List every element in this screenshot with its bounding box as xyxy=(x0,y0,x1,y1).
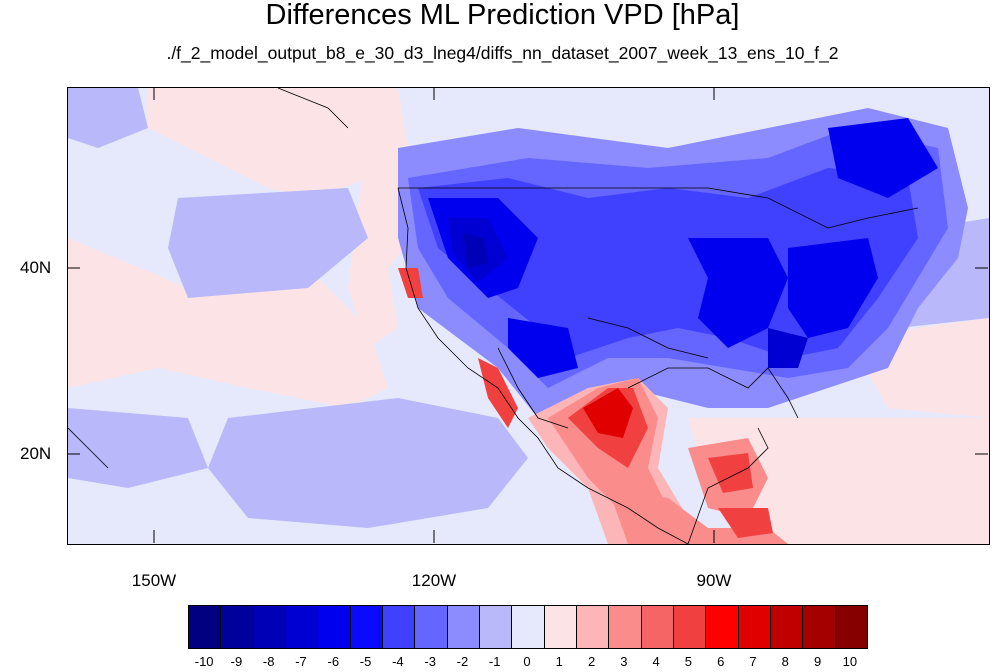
colorbar-label: -8 xyxy=(262,654,275,669)
colorbar-label: 6 xyxy=(717,654,725,669)
colorbar xyxy=(188,605,868,649)
colorbar-label: -2 xyxy=(456,654,469,669)
colorbar-swatch xyxy=(189,606,222,648)
colorbar-label: 10 xyxy=(842,654,858,669)
colorbar-swatch xyxy=(544,606,577,648)
colorbar-swatch xyxy=(803,606,836,648)
colorbar-swatch xyxy=(609,606,642,648)
map-svg xyxy=(68,88,989,544)
colorbar-label: 0 xyxy=(523,654,531,669)
colorbar-label: 9 xyxy=(813,654,822,669)
colorbar-swatch xyxy=(641,606,674,648)
colorbar-swatch xyxy=(479,606,513,648)
colorbar-swatch xyxy=(673,606,707,648)
colorbar-label: 1 xyxy=(555,654,563,669)
colorbar-swatch xyxy=(738,606,771,648)
x-label-150w: 150W xyxy=(131,571,177,590)
colorbar-swatch xyxy=(350,606,383,648)
y-label-20n: 20N xyxy=(20,444,52,463)
colorbar-swatch xyxy=(770,606,804,648)
colorbar-swatch xyxy=(447,606,480,648)
colorbar-swatch xyxy=(576,606,610,648)
colorbar-label: -1 xyxy=(488,654,501,669)
colorbar-label: 2 xyxy=(587,654,596,669)
vpd-difference-map xyxy=(67,87,990,545)
colorbar-swatch xyxy=(221,606,254,648)
colorbar-swatch xyxy=(285,606,319,648)
coastlines xyxy=(68,88,919,544)
colorbar-label: 8 xyxy=(781,654,789,669)
y-label-40n: 40N xyxy=(20,258,52,277)
colorbar-swatch xyxy=(253,606,286,648)
colorbar-label: 7 xyxy=(749,654,757,669)
map-title: Differences ML Prediction VPD [hPa] xyxy=(265,0,740,31)
colorbar-label: -3 xyxy=(424,654,436,669)
colorbar-label: 5 xyxy=(684,654,693,669)
colorbar-swatch xyxy=(835,606,867,648)
x-label-120w: 120W xyxy=(411,571,457,590)
colorbar-label: -9 xyxy=(230,654,243,669)
colorbar-swatch xyxy=(318,606,351,648)
colorbar-swatch xyxy=(382,606,416,648)
colorbar-label: -6 xyxy=(327,654,340,669)
map-subtitle: ./f_2_model_output_b8_e_30_d3_lneg4/diff… xyxy=(166,43,839,63)
colorbar-swatch xyxy=(512,606,545,648)
colorbar-swatch xyxy=(706,606,739,648)
colorbar-label: -5 xyxy=(359,654,372,669)
colorbar-label: -4 xyxy=(392,654,404,669)
colorbar-label: 3 xyxy=(620,654,628,669)
colorbar-label: 4 xyxy=(652,654,660,669)
colorbar-swatch xyxy=(415,606,448,648)
x-label-90w: 90W xyxy=(696,571,732,590)
land-negative-region xyxy=(398,108,968,418)
colorbar-label: -7 xyxy=(295,654,307,669)
colorbar-label: -10 xyxy=(194,654,214,669)
